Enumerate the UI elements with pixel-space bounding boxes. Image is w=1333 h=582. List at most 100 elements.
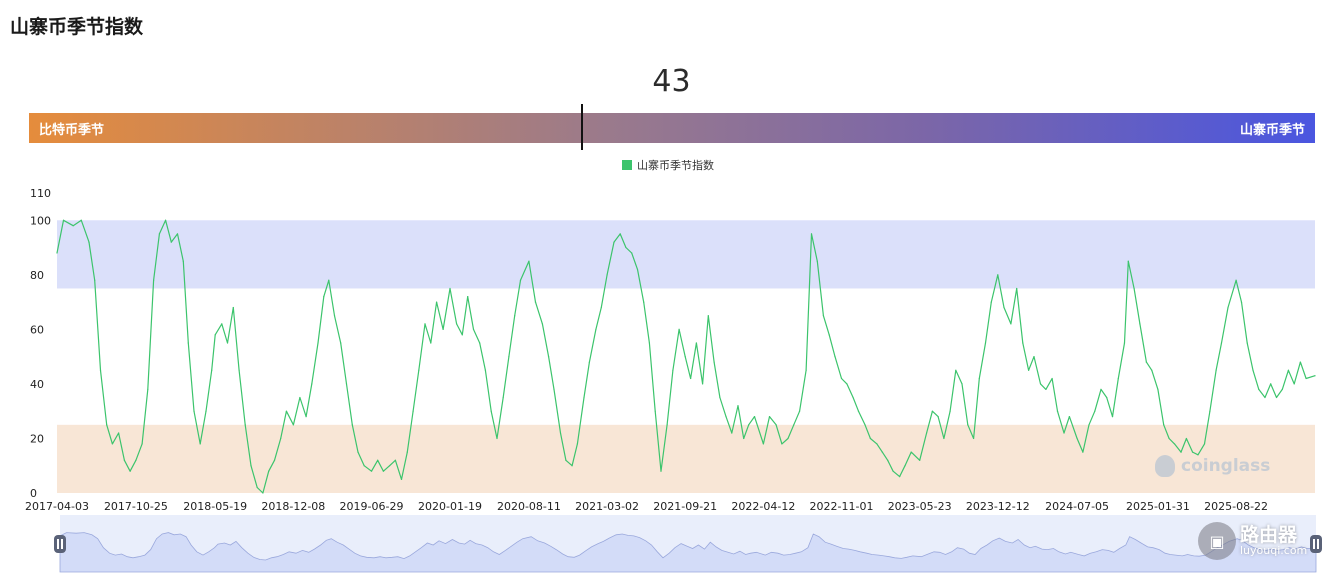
site-url: luyouqi.com	[1240, 544, 1308, 558]
series-point	[787, 437, 789, 440]
series-point	[345, 383, 348, 385]
series-point	[534, 301, 537, 303]
series-point	[1100, 388, 1102, 390]
chart-legend[interactable]: 山寨币季节指数	[622, 157, 714, 173]
x-tick-label: 2025-08-22	[1204, 500, 1268, 513]
series-point	[1299, 361, 1301, 363]
series-point	[961, 383, 963, 385]
series-point	[984, 342, 987, 344]
series-point	[193, 410, 195, 412]
zoom-handle-right[interactable]	[1310, 535, 1322, 553]
series-point	[221, 323, 223, 325]
series-point	[1246, 342, 1248, 344]
series-point	[816, 260, 818, 262]
series-point	[328, 279, 330, 281]
series-point	[292, 424, 294, 426]
series-point	[1240, 301, 1243, 303]
series-point	[1235, 279, 1237, 281]
series-point	[238, 369, 240, 371]
series-point	[619, 233, 621, 235]
series-point	[187, 342, 189, 344]
series-point	[887, 459, 889, 461]
series-point	[141, 443, 143, 445]
series-point	[881, 451, 883, 453]
series-point	[937, 416, 939, 418]
series-point	[731, 432, 733, 434]
zoom-slider-preview	[59, 532, 1317, 573]
altcoin-season-label: 山寨币季节	[1239, 123, 1305, 138]
x-tick-label: 2017-10-25	[104, 500, 168, 513]
series-point	[967, 424, 969, 426]
series-point	[828, 334, 830, 336]
series-point	[925, 432, 928, 434]
series-point	[1076, 437, 1078, 440]
series-point	[955, 369, 957, 371]
series-point	[299, 396, 301, 399]
site-name: 路由器	[1240, 523, 1298, 546]
series-point	[1220, 342, 1223, 344]
series-point	[1063, 432, 1065, 434]
series-point	[467, 296, 469, 298]
series-point	[528, 260, 530, 262]
series-point	[781, 443, 783, 445]
series-point	[762, 443, 764, 445]
series-point	[707, 315, 709, 317]
series-point	[382, 470, 385, 472]
series-point	[1275, 396, 1278, 399]
series-point	[1082, 451, 1084, 453]
series-point	[725, 416, 727, 418]
y-tick-label: 80	[30, 269, 44, 282]
series-point	[713, 361, 715, 363]
series-point	[211, 369, 213, 371]
x-tick-label: 2020-01-19	[418, 500, 482, 513]
series-point	[273, 459, 276, 461]
series-point	[1163, 424, 1165, 426]
coinglass-logo-icon	[1155, 455, 1175, 477]
series-point	[1117, 377, 1119, 380]
series-point	[1106, 396, 1108, 399]
series-point	[919, 459, 921, 461]
series-point	[1051, 377, 1053, 380]
series-point	[226, 342, 229, 344]
series-point	[1287, 369, 1290, 371]
series-point	[600, 306, 602, 309]
series-point	[80, 219, 82, 221]
series-point	[461, 334, 463, 336]
y-tick-label: 100	[30, 214, 51, 227]
series-point	[1258, 388, 1260, 390]
series-point	[775, 424, 777, 426]
season-gradient-bar: 比特币季节 山寨币季节	[29, 113, 1315, 143]
series-point	[1281, 388, 1283, 390]
series-point	[285, 410, 288, 412]
series-point	[719, 396, 721, 399]
zoom-handle-left[interactable]	[54, 535, 66, 553]
series-point	[406, 451, 408, 453]
series-point	[94, 279, 96, 281]
legend-label: 山寨币季节指数	[637, 159, 714, 172]
series-point	[340, 342, 342, 344]
series-point	[857, 410, 860, 412]
series-point	[418, 369, 420, 371]
series-point	[595, 328, 597, 330]
series-point	[394, 459, 396, 461]
series-point	[182, 260, 184, 262]
series-point	[472, 328, 475, 330]
series-point	[904, 465, 906, 467]
current-value-marker	[581, 104, 583, 150]
series-point	[153, 279, 155, 281]
series-point	[311, 383, 313, 385]
series-point	[737, 405, 739, 407]
series-point	[910, 451, 912, 453]
series-point	[876, 443, 878, 445]
series-point	[232, 306, 234, 309]
y-tick-label: 0	[30, 487, 37, 500]
series-point	[660, 470, 662, 472]
series-point	[244, 424, 246, 426]
series-point	[424, 323, 426, 325]
series-point	[553, 388, 555, 390]
series-point	[636, 268, 639, 270]
series-point	[972, 437, 975, 440]
series-point	[743, 437, 745, 440]
series-point	[214, 334, 216, 336]
series-point	[377, 459, 379, 461]
